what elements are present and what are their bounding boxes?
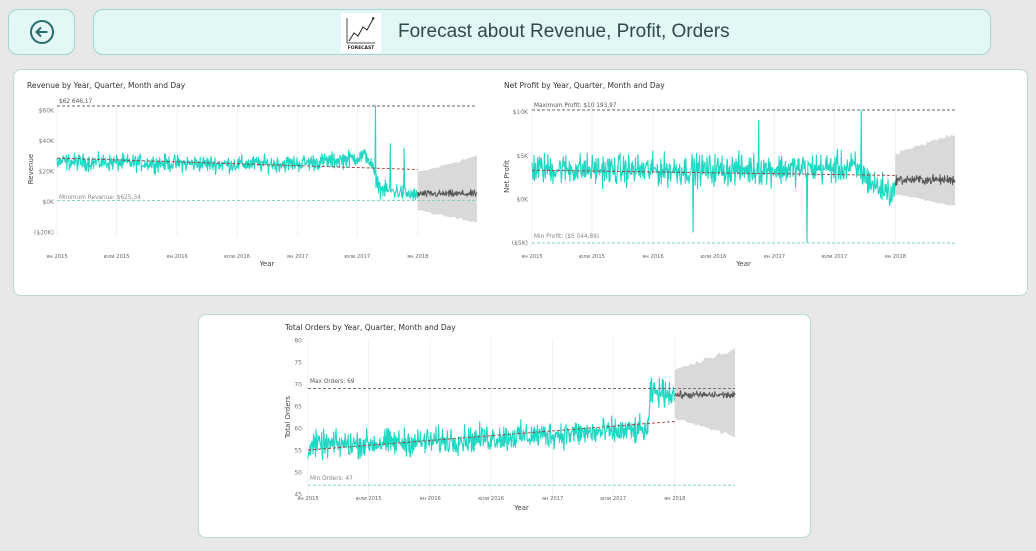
x-tick-label: юли 2017 xyxy=(344,254,370,260)
x-tick-label: юли 2015 xyxy=(104,254,130,260)
x-tick-label: юли 2016 xyxy=(224,254,250,260)
y-axis-title: Net Profit xyxy=(503,160,511,193)
min-reference-label: Min Orders: 47 xyxy=(310,476,353,482)
x-tick-label: юли 2015 xyxy=(356,496,382,502)
max-reference-label: $62 646,17 xyxy=(59,99,93,105)
top-charts-card xyxy=(13,69,1028,296)
x-tick-label: юли 2016 xyxy=(700,254,726,260)
back-button[interactable] xyxy=(8,9,75,55)
y-tick-label: $60K xyxy=(39,108,55,115)
y-tick-label: ($20K) xyxy=(34,230,54,237)
trend-line xyxy=(307,420,675,451)
y-tick-label: 70 xyxy=(294,382,302,389)
x-tick-label: юли 2015 xyxy=(579,254,605,260)
x-tick-label: ян 2016 xyxy=(419,496,440,502)
x-tick-label: ян 2016 xyxy=(166,254,187,260)
y-tick-label: 75 xyxy=(294,360,302,367)
x-tick-label: юли 2017 xyxy=(600,496,626,502)
x-tick-label: ян 2017 xyxy=(542,496,563,502)
y-tick-label: 60 xyxy=(294,426,302,433)
y-tick-label: $10K xyxy=(513,109,529,116)
series-line[interactable] xyxy=(531,110,896,244)
forecast-confidence-band xyxy=(895,134,955,207)
series-line[interactable] xyxy=(56,105,418,202)
x-tick-label: ян 2016 xyxy=(642,254,663,260)
trend-line xyxy=(56,157,418,170)
x-tick-label: ян 2018 xyxy=(885,254,906,260)
page-title: Forecast about Revenue, Profit, Orders xyxy=(398,21,730,42)
series-line[interactable] xyxy=(307,377,675,461)
title-bar: FORECAST Forecast about Revenue, Profit,… xyxy=(93,9,991,55)
x-axis-title: Year xyxy=(259,260,275,268)
y-tick-label: 80 xyxy=(294,338,302,345)
y-tick-label: 45 xyxy=(294,492,302,499)
y-tick-label: 55 xyxy=(294,448,302,455)
x-tick-label: ян 2015 xyxy=(297,496,318,502)
y-tick-label: $0K xyxy=(516,196,529,203)
x-tick-label: ян 2018 xyxy=(664,496,685,502)
x-tick-label: ян 2017 xyxy=(764,254,785,260)
y-axis-title: Revenue xyxy=(27,154,35,185)
trend-line xyxy=(531,169,896,176)
y-tick-label: $20K xyxy=(39,169,55,176)
y-tick-label: $0K xyxy=(42,199,55,206)
logo-text: FORECAST xyxy=(347,46,375,51)
y-tick-label: 50 xyxy=(294,470,302,477)
y-axis-title: Total Orders xyxy=(284,396,292,439)
min-reference-label: Min Profit: ($5 044,89) xyxy=(534,234,599,240)
forecast-line[interactable] xyxy=(894,174,956,187)
forecast-confidence-band xyxy=(417,155,477,223)
x-tick-label: ян 2015 xyxy=(46,254,67,260)
x-tick-label: юли 2016 xyxy=(478,496,504,502)
forecast-logo: FORECAST xyxy=(341,13,381,53)
x-tick-label: ян 2018 xyxy=(407,254,428,260)
chart-title: Total Orders by Year, Quarter, Month and… xyxy=(284,323,456,332)
y-tick-label: 65 xyxy=(294,404,302,411)
min-reference-label: Minimum Revenue: $625,34 xyxy=(59,195,141,201)
trend-chart-icon xyxy=(346,17,375,44)
forecast-line[interactable] xyxy=(674,390,736,400)
chart-title: Revenue by Year, Quarter, Month and Day xyxy=(27,81,186,90)
x-tick-label: ян 2015 xyxy=(521,254,542,260)
x-axis-title: Year xyxy=(513,504,529,512)
x-tick-label: юли 2017 xyxy=(821,254,847,260)
max-reference-label: Maximum Profit: $10 193,97 xyxy=(534,103,617,109)
max-reference-label: Max Orders: 69 xyxy=(310,379,355,385)
forecast-line[interactable] xyxy=(417,188,478,198)
x-axis-title: Year xyxy=(735,260,751,268)
y-tick-label: $40K xyxy=(39,138,55,145)
y-tick-label: ($5K) xyxy=(512,240,528,247)
arrow-left-circle-icon xyxy=(29,20,54,44)
y-tick-label: $5K xyxy=(516,153,529,160)
x-tick-label: ян 2017 xyxy=(287,254,308,260)
chart-title: Net Profit by Year, Quarter, Month and D… xyxy=(504,81,665,90)
